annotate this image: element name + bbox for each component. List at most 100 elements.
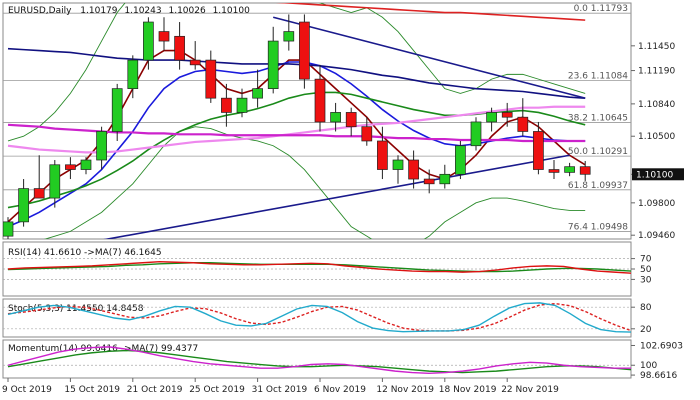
candle-body: [548, 169, 560, 173]
candle-29: [455, 140, 466, 180]
candle-34: [533, 121, 544, 175]
candle-body: [65, 164, 76, 170]
candle-body: [205, 59, 217, 99]
candle-2: [33, 155, 45, 199]
fib-label-4: 61.8 1.09937: [568, 181, 628, 191]
candle-28: [439, 164, 451, 189]
candle-body: [486, 112, 497, 123]
moving-average-6: [275, 3, 586, 21]
candle-26: [408, 150, 419, 189]
moving-average-5: [7, 47, 586, 99]
candle-32: [501, 102, 513, 127]
candle-body: [299, 21, 310, 80]
stoch-pane: Stoch(5,3,3) 11.4550 14.8458: [2, 298, 632, 338]
candle-body: [189, 59, 201, 66]
candle-body: [33, 188, 45, 199]
candle-16: [252, 69, 263, 108]
candle-body: [470, 121, 482, 147]
candle-body: [49, 164, 61, 199]
candle-19: [299, 14, 310, 89]
tick-label-1: 100: [640, 361, 657, 371]
mom-plot-mom-line: [7, 346, 631, 375]
candle-0: [3, 217, 14, 239]
candle-14: [221, 83, 232, 127]
price-tick-label-5: 1.09800: [638, 199, 675, 209]
candle-body: [236, 97, 248, 113]
bollinger-upper: [7, 3, 586, 142]
candle-body: [314, 78, 326, 123]
tick-label-2: 30: [640, 275, 652, 285]
candle-body: [579, 166, 591, 175]
candle-body: [96, 131, 107, 161]
tick-label-1: 50: [640, 265, 652, 275]
time-label-7: 18 Nov 2019: [439, 385, 497, 395]
fib-label-5: 76.4 1.09498: [568, 223, 628, 233]
candle-body: [174, 35, 185, 61]
price-tick-label-3: 1.10500: [638, 132, 675, 142]
candle-body: [423, 178, 435, 185]
candle-body: [517, 116, 529, 132]
candle-25: [392, 155, 404, 184]
candle-body: [221, 97, 232, 113]
rsi-plot-rsi-line: [7, 261, 632, 274]
candle-body: [127, 59, 139, 89]
candle-body: [3, 221, 14, 237]
rsi-label: RSI(14) 41.6610 ->MA(7) 46.1645: [8, 248, 162, 258]
candle-body: [392, 159, 404, 170]
candle-9: [143, 17, 154, 70]
fibonacci-levels: 0.0 1.11793 23.6 1.11084 38.2 1.10645 50.0 …: [3, 4, 631, 233]
ohlc-low: 1.10026: [168, 6, 205, 16]
symbol-label: EURUSD,Daily 1.10179 1.10243 1.10026 1.1…: [8, 6, 250, 16]
tick-label-0: 80: [640, 303, 652, 313]
tick-label-0: 102.6903: [640, 341, 683, 351]
candle-body: [345, 112, 357, 128]
candle-body: [111, 88, 123, 132]
candle-27: [423, 169, 435, 194]
candle-1: [18, 179, 29, 227]
candle-body: [564, 166, 575, 173]
ohlc-high: 1.10243: [124, 6, 161, 16]
price-tick-label-1: 1.11190: [638, 67, 675, 77]
candle-15: [236, 88, 248, 118]
candle-body: [377, 140, 388, 170]
tick-label-1: 20: [640, 325, 652, 335]
momentum-pane: Momentum(14) 99.6416 ->MA(7) 99.4377: [2, 339, 632, 379]
candle-body: [143, 21, 154, 61]
candles: [3, 14, 591, 239]
candle-body: [408, 159, 419, 180]
fib-label-3: 50.0 1.10291: [568, 147, 628, 157]
trendline-0: [272, 16, 586, 99]
candle-30: [470, 117, 482, 151]
candle-18: [283, 14, 295, 51]
last-price-box: [632, 168, 684, 181]
stoch-plot: 80 20: [3, 302, 652, 335]
candle-body: [455, 145, 466, 175]
candle-24: [377, 126, 388, 180]
candle-20: [314, 64, 326, 132]
tick-label-0: 70: [640, 255, 652, 265]
stoch-plot-k-line: [7, 302, 632, 333]
candle-7: [111, 83, 123, 141]
fib-label-1: 23.6 1.11084: [568, 72, 628, 82]
candle-body: [283, 31, 295, 42]
candle-10: [158, 17, 170, 51]
candle-body: [158, 31, 170, 42]
time-label-1: 15 Oct 2019: [64, 385, 120, 395]
candle-35: [548, 160, 560, 180]
candle-23: [361, 117, 373, 146]
candle-31: [486, 107, 497, 132]
candle-36: [564, 162, 575, 177]
candle-body: [330, 112, 341, 123]
price-tick-label-2: 1.10840: [638, 100, 675, 110]
candle-3: [49, 160, 61, 208]
candle-21: [330, 102, 341, 132]
candle-body: [252, 88, 263, 99]
fib-label-2: 38.2 1.10645: [568, 113, 628, 123]
last-price-label: 1.10100: [636, 170, 673, 180]
time-label-6: 12 Nov 2019: [376, 385, 434, 395]
trendlines: [103, 16, 586, 239]
time-label-8: 22 Nov 2019: [501, 385, 559, 395]
price-axis: 1.11450 1.11190 1.10840 1.10500 1.09800 1.094…: [631, 42, 684, 241]
time-label-0: 9 Oct 2019: [2, 385, 52, 395]
